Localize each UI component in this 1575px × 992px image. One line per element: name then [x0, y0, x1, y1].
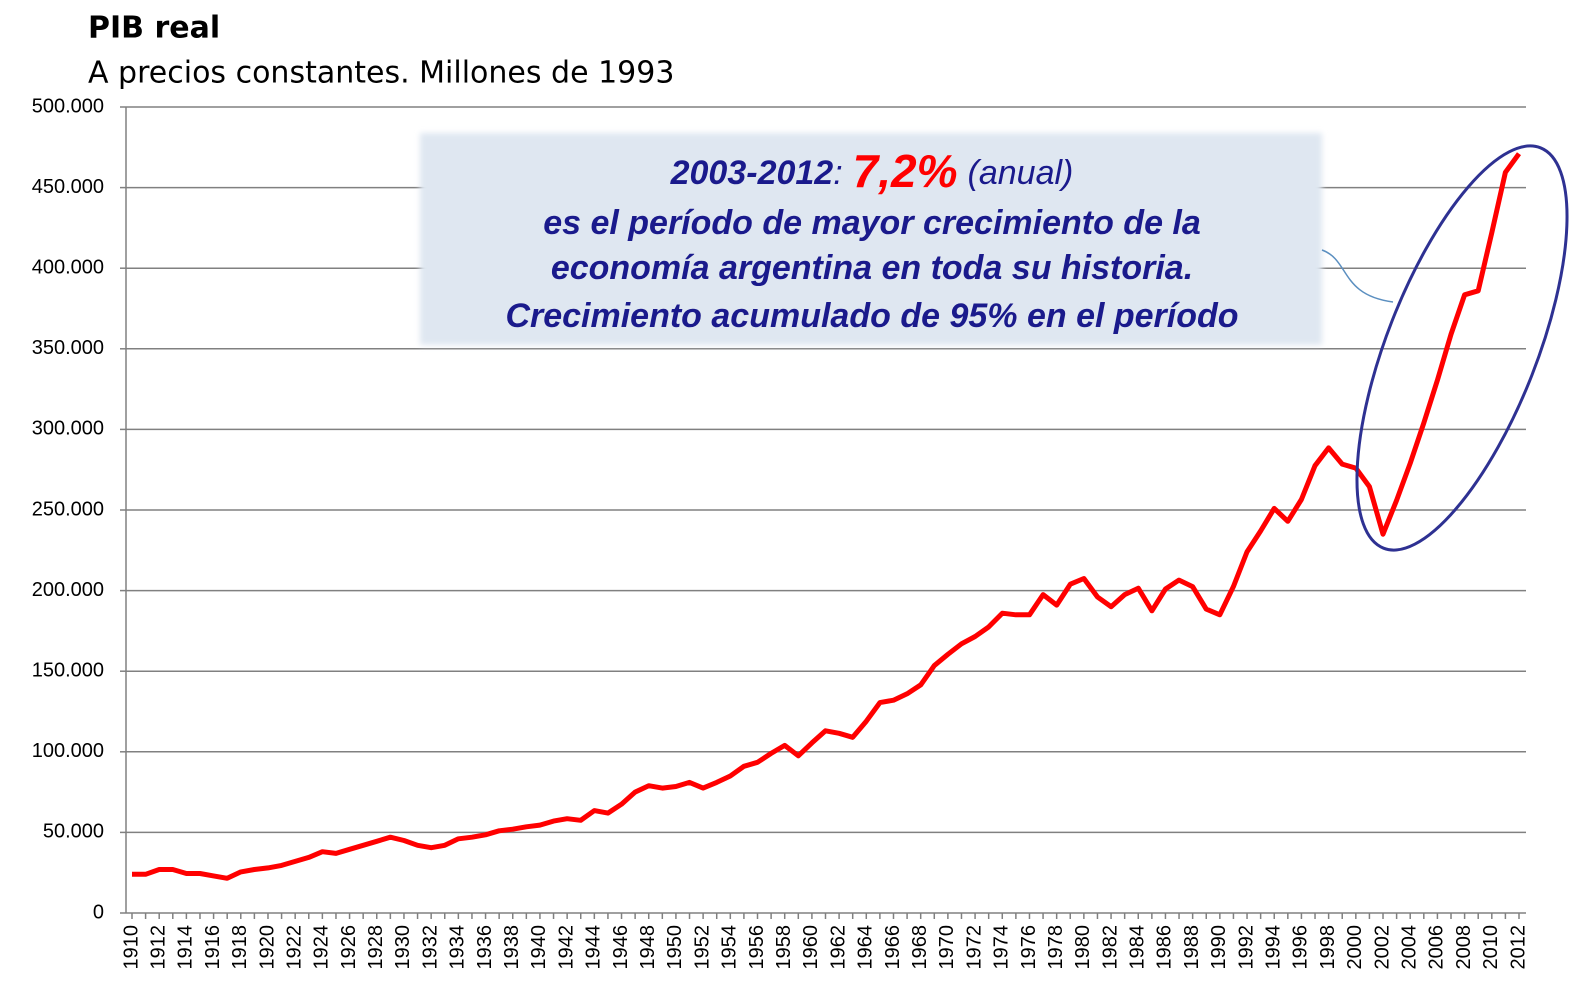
x-tick-label: 1936 [474, 925, 496, 970]
x-tick-label: 1928 [365, 925, 387, 970]
annotation-years: 2003-2012 [670, 154, 834, 192]
x-tick-label: 2006 [1426, 925, 1448, 970]
x-tick-label: 1998 [1317, 925, 1339, 970]
x-tick-label: 1968 [909, 925, 931, 970]
x-tick-label: 2000 [1344, 925, 1366, 970]
annotation-note: (anual) [968, 154, 1074, 192]
x-tick-label: 1974 [991, 925, 1013, 970]
x-tick-label: 1924 [311, 925, 333, 970]
y-tick-label: 450.000 [32, 176, 104, 198]
y-tick-label: 100.000 [32, 740, 104, 762]
x-tick-label: 2002 [1371, 925, 1393, 970]
x-tick-label: 1958 [773, 925, 795, 970]
x-tick-label: 1940 [528, 925, 550, 970]
x-tick-label: 1910 [120, 925, 142, 970]
y-tick-label: 200.000 [32, 579, 104, 601]
x-tick-label: 1988 [1181, 925, 1203, 970]
x-tick-label: 1916 [202, 925, 224, 970]
chart-subtitle: A precios constantes. Millones de 1993 [88, 56, 674, 91]
x-tick-label: 2004 [1398, 925, 1420, 970]
x-tick-label: 1994 [1263, 925, 1285, 970]
y-tick-label: 50.000 [43, 821, 104, 843]
highlight-ellipse [1355, 144, 1569, 552]
annotation-box [420, 133, 1322, 345]
x-tick-label: 1990 [1208, 925, 1230, 970]
x-tick-label: 1930 [392, 925, 414, 970]
x-tick-label: 1944 [583, 925, 605, 970]
x-tick-label: 2012 [1507, 925, 1529, 970]
x-tick-label: 1914 [175, 925, 197, 970]
x-tick-label: 2008 [1453, 925, 1475, 970]
x-tick-label: 1986 [1154, 925, 1176, 970]
x-tick-label: 1996 [1290, 925, 1312, 970]
x-tick-label: 1972 [963, 925, 985, 970]
annotation-sep: : [833, 154, 842, 192]
annotation-line: economía argentina en toda su historia. [551, 249, 1193, 287]
x-tick-label: 1960 [800, 925, 822, 970]
x-tick-label: 1982 [1099, 925, 1121, 970]
x-tick-label: 1934 [447, 925, 469, 970]
x-tick-label: 1964 [855, 925, 877, 970]
x-tick-label: 2010 [1480, 925, 1502, 970]
chart-title: PIB real [88, 11, 220, 46]
x-tick-label: 1970 [936, 925, 958, 970]
x-tick-label: 1938 [501, 925, 523, 970]
y-tick-label: 350.000 [32, 337, 104, 359]
x-tick-label: 1966 [882, 925, 904, 970]
x-tick-label: 1922 [283, 925, 305, 970]
y-tick-label: 300.000 [32, 418, 104, 440]
annotation-headline: 2003-2012: 7,2% (anual) [670, 145, 1074, 197]
x-tick-label: 1976 [1018, 925, 1040, 970]
x-tick-label: 1978 [1045, 925, 1067, 970]
x-tick-label: 1954 [719, 925, 741, 970]
x-tick-label: 1992 [1235, 925, 1257, 970]
x-tick-label: 1984 [1127, 925, 1149, 970]
x-tick-label: 1956 [746, 925, 768, 970]
callout-line [1321, 249, 1394, 303]
annotation-line: Crecimiento acumulado de 95% en el perío… [505, 297, 1238, 335]
x-tick-label: 1942 [555, 925, 577, 970]
y-tick-label: 0 [93, 901, 104, 923]
y-tick-label: 250.000 [32, 498, 104, 520]
x-tick-label: 1952 [691, 925, 713, 970]
x-tick-label: 1948 [637, 925, 659, 970]
data-line [132, 152, 1522, 881]
x-tick-label: 1946 [610, 925, 632, 970]
x-tick-label: 1918 [229, 925, 251, 970]
x-tick-label: 1926 [338, 925, 360, 970]
annotation-rate: 7,2% [853, 145, 958, 197]
y-tick-label: 400.000 [32, 256, 104, 278]
x-tick-label: 1932 [419, 925, 441, 970]
y-tick-label: 500.000 [32, 95, 104, 117]
y-tick-label: 150.000 [32, 659, 104, 681]
annotation-line: es el período de mayor crecimiento de la [543, 204, 1201, 242]
x-tick-label: 1962 [827, 925, 849, 970]
x-tick-label: 1920 [256, 925, 278, 970]
x-tick-label: 1980 [1072, 925, 1094, 970]
x-tick-label: 1912 [147, 925, 169, 970]
x-tick-label: 1950 [664, 925, 686, 970]
